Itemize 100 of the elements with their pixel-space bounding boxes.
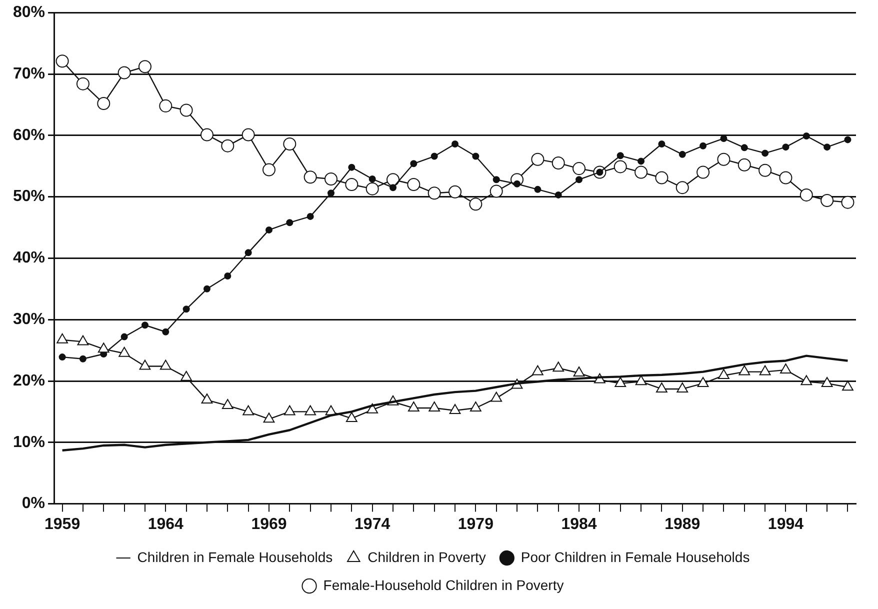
point [286, 219, 294, 226]
point [428, 402, 440, 412]
point [780, 363, 792, 374]
point [263, 412, 275, 423]
point [56, 333, 68, 344]
point [201, 394, 213, 404]
point [802, 132, 810, 140]
point [717, 152, 730, 166]
point [430, 152, 438, 160]
point [449, 404, 461, 414]
point [658, 140, 666, 148]
point [77, 335, 89, 346]
point [576, 176, 583, 184]
point [552, 362, 564, 372]
point [472, 152, 480, 160]
point [490, 392, 502, 402]
point [696, 166, 710, 179]
legend-label: Children in Female Households [137, 548, 333, 565]
point [552, 156, 565, 170]
point [162, 328, 170, 336]
point [141, 322, 148, 329]
y-tick-label: 0% [22, 495, 46, 512]
point [531, 152, 544, 166]
x-tick-label: 1989 [664, 516, 700, 533]
point [76, 77, 90, 90]
point [203, 285, 210, 292]
point [428, 186, 441, 200]
legend-label: Children in Poverty [368, 548, 486, 565]
point [242, 405, 254, 416]
point [844, 136, 852, 144]
point [676, 382, 688, 392]
point [800, 375, 812, 386]
point [222, 399, 234, 410]
point [452, 140, 459, 148]
point [346, 412, 358, 422]
point [738, 365, 750, 376]
point [800, 188, 813, 202]
point [532, 365, 544, 376]
point [410, 160, 418, 168]
point [327, 190, 334, 197]
point [390, 184, 397, 192]
point [448, 185, 462, 198]
point [758, 164, 772, 177]
point [470, 402, 482, 412]
point [554, 191, 562, 198]
point [678, 150, 686, 158]
point [262, 163, 276, 176]
point [242, 128, 255, 142]
point [469, 198, 482, 211]
y-tick-label: 30% [12, 311, 46, 328]
point [283, 137, 296, 150]
legend-label: Poor Children in Female Households [520, 548, 750, 565]
point [118, 346, 130, 357]
point [180, 104, 193, 117]
point [304, 405, 316, 416]
point [139, 360, 151, 370]
point [304, 170, 317, 184]
point [824, 144, 831, 151]
point [820, 194, 834, 207]
point [841, 196, 854, 209]
point [759, 365, 771, 376]
point [366, 403, 378, 414]
point [224, 272, 232, 280]
y-tick-label: 40% [12, 250, 46, 267]
point [779, 171, 792, 184]
point [655, 171, 668, 184]
point [782, 144, 790, 151]
point [614, 160, 627, 174]
point [324, 172, 338, 186]
point [490, 184, 503, 198]
point [638, 158, 645, 165]
x-tick-label: 1959 [44, 516, 80, 533]
legend-label: Female-Household Children in Poverty [323, 576, 564, 593]
point [118, 66, 131, 80]
y-tick-label: 50% [12, 188, 46, 206]
point [573, 366, 585, 377]
point [738, 158, 751, 172]
x-tick-label: 1969 [251, 516, 287, 533]
point [97, 96, 110, 110]
point [244, 249, 252, 256]
point [120, 333, 128, 340]
x-tick-label: 1994 [768, 516, 804, 533]
x-tick-label: 1979 [458, 516, 494, 533]
point [98, 342, 110, 353]
point [634, 166, 648, 179]
point [762, 150, 769, 157]
point [306, 212, 314, 220]
point [180, 370, 192, 381]
point [492, 176, 500, 184]
point [635, 375, 647, 386]
point [348, 164, 356, 171]
point [221, 139, 234, 152]
point [56, 54, 69, 68]
point [534, 186, 542, 193]
point [821, 376, 833, 387]
point [697, 376, 709, 387]
point [284, 405, 296, 416]
point [700, 142, 707, 150]
y-tick-label: 10% [12, 434, 46, 451]
point [656, 382, 668, 392]
